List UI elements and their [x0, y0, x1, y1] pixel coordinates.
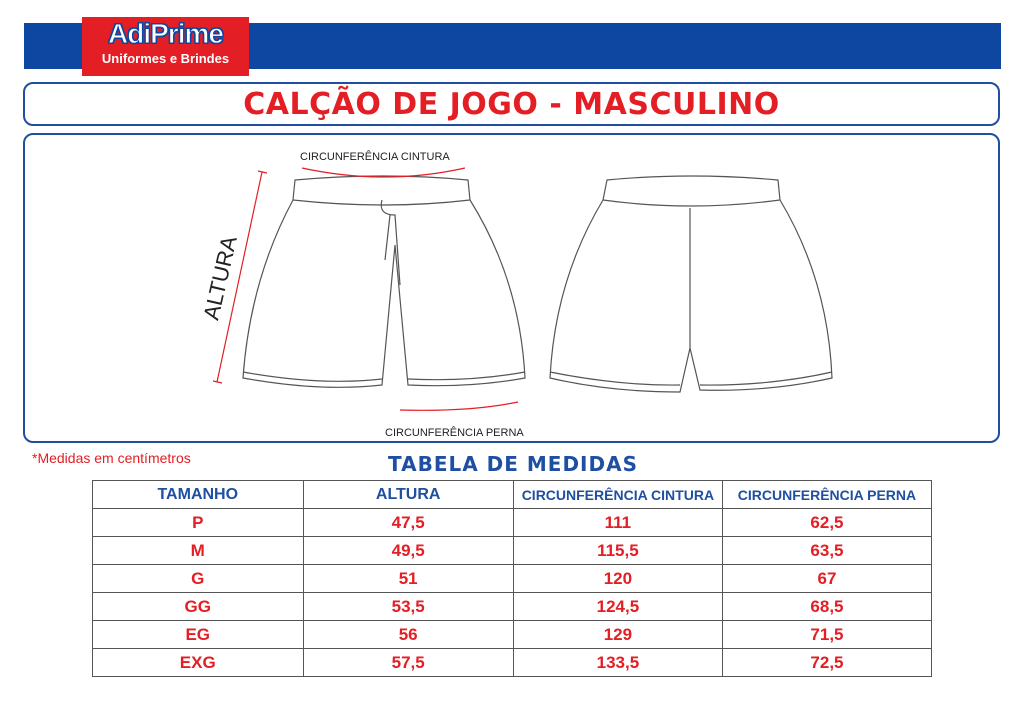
cell-waist: 120 — [512, 564, 723, 593]
cell-leg: 62,5 — [721, 508, 933, 537]
cell-size: M — [92, 536, 304, 565]
table-row: G 51 120 67 — [92, 564, 933, 593]
page-title: CALÇÃO DE JOGO - MASCULINO — [243, 87, 780, 122]
cell-waist: 111 — [512, 508, 723, 537]
logo-name: AdiPrime — [108, 18, 225, 50]
cell-height: 51 — [302, 564, 514, 593]
leg-label: CIRCUNFERÊNCIA PERNA — [385, 427, 524, 439]
header-height: ALTURA — [302, 480, 514, 509]
cell-size: G — [92, 564, 304, 593]
table-row: EG 56 129 71,5 — [92, 620, 933, 649]
cell-leg: 63,5 — [721, 536, 933, 565]
cell-size: EG — [92, 620, 304, 649]
table-row: M 49,5 115,5 63,5 — [92, 536, 933, 565]
cell-height: 56 — [302, 620, 514, 649]
title-box: CALÇÃO DE JOGO - MASCULINO — [23, 82, 1000, 126]
cell-leg: 71,5 — [721, 620, 933, 649]
table-row: EXG 57,5 133,5 72,5 — [92, 648, 933, 677]
cell-size: P — [92, 508, 304, 537]
cell-leg: 68,5 — [721, 592, 933, 621]
cell-waist: 115,5 — [512, 536, 723, 565]
back-shorts — [549, 175, 833, 393]
header-leg: CIRCUNFERÊNCIA PERNA — [721, 480, 933, 509]
diagram-box — [23, 133, 1000, 443]
cell-waist: 129 — [512, 620, 723, 649]
cell-waist: 133,5 — [512, 648, 723, 677]
cell-height: 47,5 — [302, 508, 514, 537]
cell-height: 49,5 — [302, 536, 514, 565]
cell-size: GG — [92, 592, 304, 621]
cell-waist: 124,5 — [512, 592, 723, 621]
waist-label: CIRCUNFERÊNCIA CINTURA — [300, 151, 450, 163]
brand-logo: AdiPrime Uniformes e Brindes — [82, 17, 249, 76]
header-waist: CIRCUNFERÊNCIA CINTURA — [512, 480, 723, 509]
logo-tagline: Uniformes e Brindes — [101, 51, 230, 66]
size-table: TAMANHO ALTURA CIRCUNFERÊNCIA CINTURA CI… — [92, 480, 933, 677]
header-size: TAMANHO — [92, 480, 304, 509]
table-row: GG 53,5 124,5 68,5 — [92, 592, 933, 621]
cell-leg: 67 — [721, 564, 933, 593]
front-shorts — [242, 175, 526, 388]
table-header-row: TAMANHO ALTURA CIRCUNFERÊNCIA CINTURA CI… — [92, 480, 933, 509]
cell-leg: 72,5 — [721, 648, 933, 677]
cell-height: 53,5 — [302, 592, 514, 621]
table-row: P 47,5 111 62,5 — [92, 508, 933, 537]
cell-height: 57,5 — [302, 648, 514, 677]
table-title: TABELA DE MEDIDAS — [388, 452, 638, 476]
units-note: *Medidas em centímetros — [32, 450, 191, 466]
shorts-diagram — [212, 167, 833, 411]
cell-size: EXG — [92, 648, 304, 677]
